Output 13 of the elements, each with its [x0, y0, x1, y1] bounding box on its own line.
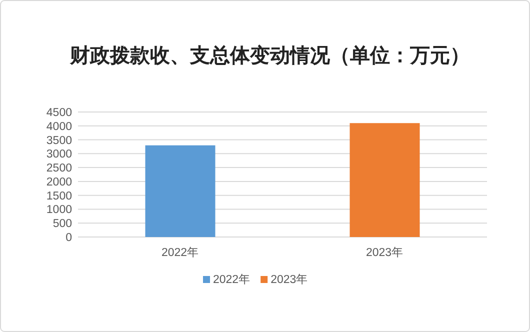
- legend-label: 2023年: [270, 273, 308, 286]
- y-tick-label: 1500: [46, 190, 72, 202]
- y-tick-label: 4000: [46, 120, 72, 133]
- y-tick-label: 2000: [46, 176, 72, 188]
- y-tick-label: 1000: [46, 204, 72, 216]
- y-tick-label: 2500: [46, 162, 72, 175]
- y-tick-label: 3500: [46, 134, 72, 147]
- y-tick-label: 500: [52, 218, 72, 230]
- y-tick-label: 0: [66, 232, 72, 244]
- chart-title: 财政拨款收、支总体变动情况（单位：万元）: [69, 43, 470, 67]
- y-tick-label: 4500: [46, 107, 72, 119]
- y-tick-label: 3000: [46, 148, 72, 161]
- legend-label: 2022年: [213, 273, 251, 286]
